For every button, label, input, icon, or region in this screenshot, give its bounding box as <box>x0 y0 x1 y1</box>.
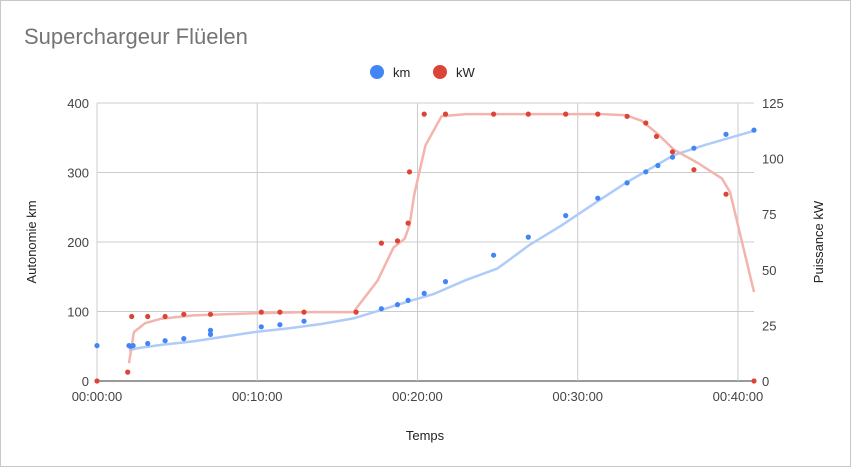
data-point-kw <box>129 313 135 320</box>
data-points <box>94 111 757 384</box>
data-point-kw <box>624 113 630 119</box>
data-point-km <box>207 327 214 333</box>
y-right-tick-label: 100 <box>762 152 784 167</box>
data-point-kw <box>595 111 601 117</box>
y-right-tick-label: 50 <box>762 263 776 278</box>
data-point-km <box>525 234 531 240</box>
data-point-kw <box>491 111 497 117</box>
y-left-tick-label: 0 <box>82 374 89 389</box>
gridlines <box>96 102 754 382</box>
x-tick-label: 00:40:00 <box>713 389 764 404</box>
data-point-kw <box>301 309 307 315</box>
trendline-km <box>128 129 755 352</box>
legend-marker-kw <box>433 65 447 79</box>
data-point-km <box>643 169 649 175</box>
data-point-kw <box>277 309 283 315</box>
data-point-kw <box>405 220 411 226</box>
data-point-kw <box>394 238 401 244</box>
y-left-tick-label: 200 <box>67 235 89 250</box>
data-point-km <box>145 340 151 347</box>
trendline-kw <box>127 112 756 364</box>
legend-label-kw: kW <box>456 65 476 80</box>
data-point-kw <box>353 309 359 315</box>
data-point-kw <box>145 313 151 320</box>
data-point-kw <box>125 369 131 375</box>
data-point-kw <box>751 378 757 384</box>
y-left-tick-label: 100 <box>67 305 89 320</box>
x-tick-label: 00:00:00 <box>72 389 123 404</box>
data-point-km <box>491 252 497 258</box>
data-point-km <box>405 297 411 303</box>
legend-label-km: km <box>393 65 410 80</box>
data-point-km <box>301 318 307 324</box>
data-point-km <box>94 343 100 349</box>
data-point-km <box>691 145 697 151</box>
data-point-kw <box>421 111 427 117</box>
data-point-kw <box>691 167 697 173</box>
data-point-km <box>258 324 264 330</box>
data-point-kw <box>442 111 449 117</box>
legend: km kW <box>370 65 476 80</box>
legend-marker-km <box>370 65 384 79</box>
x-tick-label: 00:30:00 <box>552 389 603 404</box>
data-point-kw <box>525 111 531 117</box>
y-left-tick-label: 400 <box>67 96 89 111</box>
data-point-kw <box>653 133 660 139</box>
data-point-km <box>442 279 449 285</box>
data-point-kw <box>563 111 569 117</box>
data-point-kw <box>378 240 384 246</box>
data-point-km <box>421 290 427 296</box>
x-tick-label: 00:10:00 <box>232 389 283 404</box>
axes: 0 100 200 300 400 0 25 50 75 100 125 00:00:00 00:10:… <box>67 96 783 404</box>
data-point-km <box>162 338 168 344</box>
data-point-km <box>624 180 630 186</box>
data-point-km <box>595 195 601 201</box>
data-point-kw <box>207 311 214 317</box>
data-point-km <box>207 331 214 337</box>
data-point-kw <box>258 309 264 315</box>
y-right-tick-label: 25 <box>762 318 776 333</box>
data-point-kw <box>406 169 413 175</box>
data-point-kw <box>181 311 187 317</box>
y-axis-right-title: Puissance kW <box>811 200 826 283</box>
data-point-kw <box>162 313 168 320</box>
data-point-km <box>181 336 187 342</box>
data-point-km <box>130 343 136 349</box>
data-point-kw <box>723 191 729 197</box>
data-point-km <box>563 213 569 219</box>
y-axis-left-title: Autonomie km <box>24 200 39 283</box>
y-right-tick-label: 75 <box>762 207 776 222</box>
trendlines <box>127 112 756 364</box>
data-point-km <box>277 322 283 328</box>
data-point-km <box>723 131 729 137</box>
y-right-tick-label: 0 <box>762 374 769 389</box>
y-right-tick-label: 125 <box>762 96 784 111</box>
data-point-km <box>669 154 676 160</box>
x-axis-title: Temps <box>406 428 445 443</box>
chart-title: Superchargeur Flüelen <box>24 24 248 49</box>
data-point-kw <box>669 149 676 155</box>
data-point-kw <box>643 120 649 126</box>
data-point-km <box>394 302 401 308</box>
data-point-kw <box>94 378 100 384</box>
data-point-km <box>751 127 757 133</box>
x-tick-label: 00:20:00 <box>392 389 443 404</box>
data-point-km <box>378 306 384 312</box>
data-point-km <box>655 162 661 169</box>
y-left-tick-label: 300 <box>67 166 89 181</box>
